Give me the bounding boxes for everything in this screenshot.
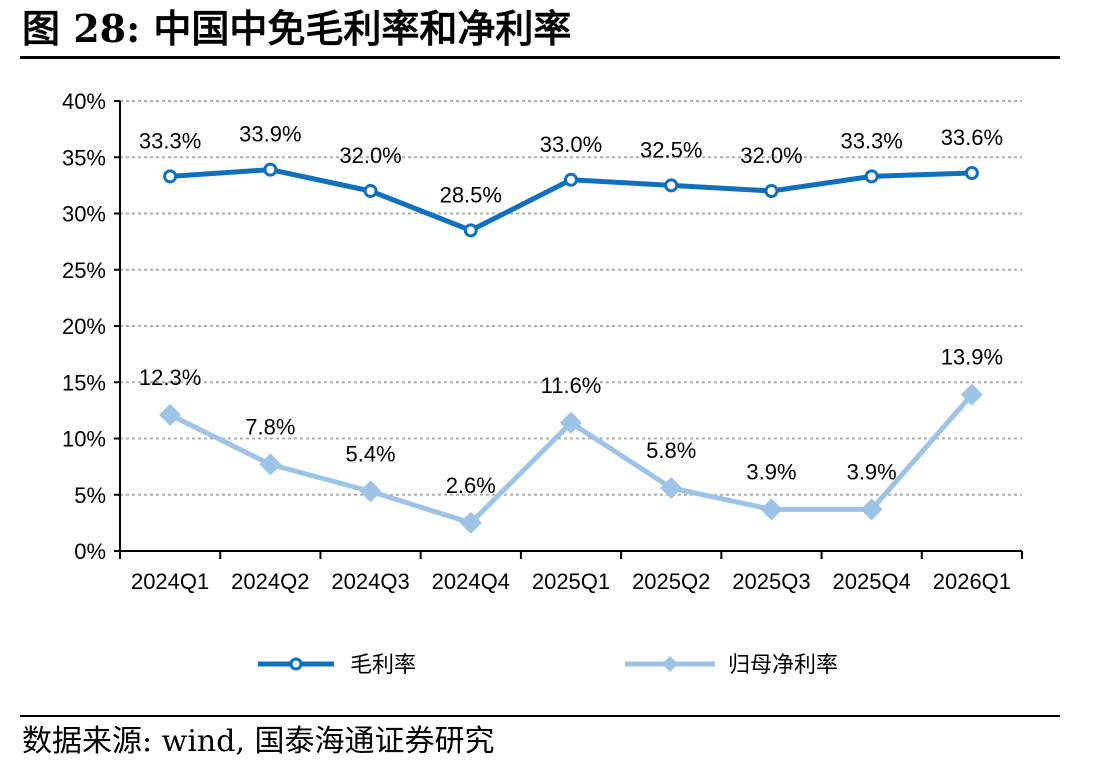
y-tick-label: 40%	[62, 89, 106, 114]
data-point	[860, 498, 883, 521]
data-label: 33.3%	[139, 128, 201, 153]
data-point	[163, 169, 178, 184]
data-point	[660, 477, 683, 499]
data-label: 7.8%	[245, 414, 295, 439]
source-rule	[20, 715, 1060, 717]
x-tick-label: 2025Q3	[732, 569, 810, 594]
y-tick-label: 35%	[62, 145, 106, 170]
legend-marker	[662, 656, 678, 672]
data-point	[864, 169, 879, 184]
y-tick-label: 20%	[62, 314, 106, 339]
legend-label: 归母净利率	[728, 653, 838, 678]
data-label: 33.9%	[239, 122, 301, 147]
y-tick-label: 25%	[62, 258, 106, 283]
data-label: 3.9%	[746, 459, 796, 484]
y-tick-label: 5%	[74, 483, 106, 508]
data-label: 12.3%	[139, 365, 201, 390]
data-point	[263, 162, 278, 177]
y-tick-label: 10%	[62, 427, 106, 452]
data-label: 5.4%	[345, 441, 395, 466]
data-label: 33.3%	[840, 128, 902, 153]
x-tick-label: 2025Q1	[532, 569, 610, 594]
x-tick-label: 2024Q3	[331, 569, 409, 594]
data-point	[463, 223, 478, 238]
x-tick-label: 2025Q2	[632, 569, 710, 594]
data-point	[359, 480, 382, 503]
source-note: 数据来源: wind, 国泰海通证券研究	[22, 724, 495, 759]
data-label: 5.8%	[646, 438, 696, 463]
data-point	[363, 184, 378, 198]
x-tick-label: 2024Q4	[432, 569, 510, 594]
data-label: 28.5%	[440, 182, 502, 207]
data-label: 32.0%	[740, 143, 802, 168]
data-label: 33.6%	[941, 125, 1003, 150]
data-point	[159, 403, 182, 426]
y-tick-label: 0%	[74, 539, 106, 564]
title-rule	[20, 56, 1060, 59]
y-tick-label: 30%	[62, 202, 106, 227]
legend-label: 毛利率	[350, 653, 416, 678]
data-label: 11.6%	[541, 373, 602, 398]
data-point	[760, 498, 783, 521]
data-point	[459, 511, 482, 534]
y-tick-label: 15%	[62, 370, 106, 395]
data-point	[564, 172, 578, 187]
figure-title: 图 28: 中国中免毛利率和净利率	[22, 6, 572, 51]
data-label: 2.6%	[446, 473, 496, 498]
data-point	[664, 178, 679, 193]
data-point	[960, 383, 983, 406]
data-label: 33.0%	[540, 132, 602, 157]
legend-marker	[289, 657, 303, 671]
data-label: 13.9%	[941, 345, 1003, 370]
data-point	[964, 166, 979, 180]
data-label: 3.9%	[847, 459, 897, 484]
x-tick-label: 2024Q1	[131, 569, 209, 594]
legend: 毛利率 归母净利率	[258, 653, 838, 678]
x-tick-label: 2025Q4	[833, 569, 911, 594]
data-label: 32.0%	[339, 143, 401, 168]
data-label: 32.5%	[640, 137, 702, 162]
line-chart: 0% 5% 10% 15% 20% 25% 30% 35% 40% 2024Q1 2024Q2 202…	[62, 89, 1023, 678]
data-point	[259, 453, 282, 476]
data-labels: 33.3% 33.9% 32.0% 28.5% 33.0% 32.5% 32.0% 33.3%…	[139, 122, 1003, 498]
x-tick-label: 2026Q1	[933, 569, 1011, 594]
data-point	[560, 411, 582, 434]
series-lines	[159, 162, 983, 534]
grid-lines	[120, 100, 1022, 496]
data-point	[764, 184, 779, 198]
x-tick-label: 2024Q2	[231, 569, 309, 594]
axes: 0% 5% 10% 15% 20% 25% 30% 35% 40% 2024Q1 2024Q2 202…	[62, 89, 1023, 594]
